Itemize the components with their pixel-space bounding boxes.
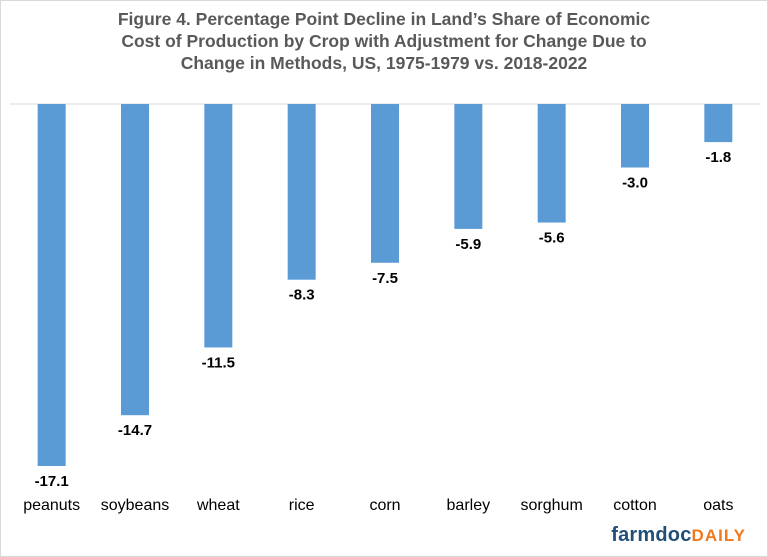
value-label-wheat: -11.5 (202, 354, 235, 371)
category-label-soybeans: soybeans (101, 497, 170, 514)
logo-text-farmdoc: farmdoc (611, 524, 692, 546)
value-label-corn: -7.5 (372, 270, 398, 287)
category-label-corn: corn (369, 497, 400, 514)
bar-barley (454, 104, 483, 229)
category-label-rice: rice (289, 497, 315, 514)
bar-group (37, 104, 733, 466)
chart-title-line-1: Figure 4. Percentage Point Decline in La… (117, 9, 651, 29)
bar-peanuts (37, 104, 66, 466)
value-label-group: -17.1 -14.7 -11.5 -8.3 -7.5 -5.9 -5.6 -3.0 -1.8 (35, 149, 732, 490)
value-label-oats: -1.8 (705, 149, 731, 166)
category-label-group: peanuts soybeans wheat rice corn barley sorghu… (23, 497, 733, 514)
chart-title-line-3: Change in Methods, US, 1975-1979 vs. 201… (180, 53, 588, 73)
bar-oats (704, 104, 733, 143)
bar-wheat (204, 104, 233, 348)
category-label-barley: barley (447, 497, 491, 514)
value-label-rice: -8.3 (289, 287, 315, 304)
category-label-peanuts: peanuts (23, 497, 80, 514)
category-label-cotton: cotton (613, 497, 657, 514)
value-label-barley: -5.9 (455, 236, 481, 253)
category-label-sorghum: sorghum (521, 497, 583, 514)
value-label-soybeans: -14.7 (118, 422, 152, 439)
bar-sorghum (537, 104, 566, 223)
bar-soybeans (121, 104, 149, 416)
category-label-oats: oats (703, 497, 733, 514)
farmdoc-daily-logo: farmdocDAILY (611, 524, 746, 547)
bar-corn (371, 104, 399, 263)
value-label-sorghum: -5.6 (539, 230, 565, 247)
chart-title: Figure 4. Percentage Point Decline in La… (0, 8, 768, 74)
value-label-peanuts: -17.1 (35, 473, 69, 490)
value-label-cotton: -3.0 (622, 175, 648, 192)
chart-title-line-2: Cost of Production by Crop with Adjustme… (121, 31, 647, 51)
bar-cotton (621, 104, 649, 168)
bar-rice (287, 104, 316, 280)
category-label-wheat: wheat (196, 497, 240, 514)
logo-text-daily: DAILY (691, 526, 746, 545)
